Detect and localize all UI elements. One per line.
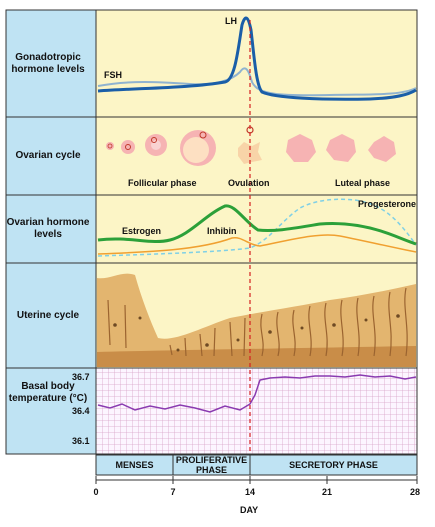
luteal-phase-label: Luteal phase [335, 178, 391, 188]
row-label-uterine: Uterine cycle [16, 309, 80, 321]
temp-tick-3: 36.1 [72, 436, 90, 446]
inhibin-label: Inhibin [207, 226, 237, 236]
uterine-glands [107, 287, 408, 357]
row-label-ovarian-hormone: Ovarian hormone levels [6, 217, 90, 240]
proliferative-phase-label: PROLIFERATIVE PHASE [175, 455, 248, 475]
inhibin-curve [97, 234, 417, 255]
day-tick-14: 14 [244, 487, 256, 497]
day-tick-21: 21 [321, 487, 333, 497]
day-tick-7: 7 [170, 487, 176, 497]
temperature-curve [97, 374, 417, 413]
blood-vessels [113, 314, 400, 352]
row-label-ovarian-cycle: Ovarian cycle [15, 150, 81, 161]
lh-label: LH [225, 16, 237, 26]
follicular-phase-label: Follicular phase [128, 178, 197, 188]
ovulation-label: Ovulation [228, 178, 270, 188]
panel-gonadotropic [95, 9, 418, 118]
x-axis-label: DAY [240, 505, 259, 515]
phase-bar-secretory [249, 454, 418, 476]
row-label-gonadotropic: Gonadotropic hormone levels [11, 51, 85, 75]
label-bg-ovarian-cycle [5, 116, 97, 196]
estrogen-label: Estrogen [122, 226, 162, 236]
label-bg-temperature [5, 367, 97, 455]
day-tick-28: 28 [409, 487, 421, 497]
label-bg-ovarian-hormone [5, 194, 97, 264]
lh-curve [97, 16, 417, 101]
follicle-stage-4 [180, 130, 216, 166]
temp-tick-1: 36.7 [72, 372, 90, 382]
estrogen-curve [97, 204, 417, 246]
follicle-stage-2 [121, 140, 135, 154]
progesterone-curve [97, 198, 417, 257]
secretory-phase-label: SECRETORY PHASE [289, 460, 378, 470]
progesterone-label: Progesterone [358, 199, 417, 209]
fsh-label: FSH [104, 70, 122, 80]
corpus-luteum-2 [326, 134, 356, 162]
row-label-basal-temp: Basal body temperature (°C) [8, 381, 88, 404]
corpus-luteum-3 [368, 136, 396, 162]
menses-phase-label: MENSES [115, 460, 154, 470]
panel-temperature [95, 367, 418, 455]
endometrium-base [97, 346, 416, 367]
label-bg-uterine [5, 262, 97, 369]
fsh-curve [97, 67, 417, 97]
follicle-stage-3 [145, 134, 167, 156]
endometrium [97, 273, 416, 367]
follicle-stage-1 [106, 142, 114, 150]
label-bg-gonadotropic [5, 9, 97, 118]
day-tick-0: 0 [93, 487, 99, 497]
corpus-luteum-1 [286, 134, 316, 162]
temp-tick-2: 36.4 [72, 406, 90, 416]
